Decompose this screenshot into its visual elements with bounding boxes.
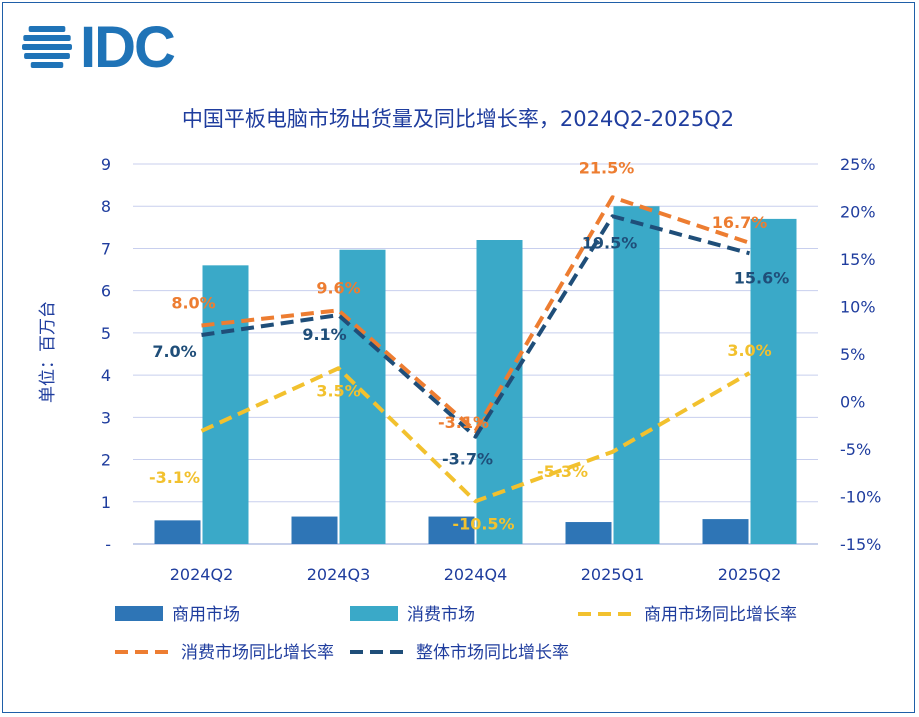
left-tick-label: 4 (101, 366, 111, 385)
data-label: 7.0% (152, 342, 196, 361)
bar-commercial (702, 519, 749, 544)
data-labels: -3.1% 3.5% -10.5% -5.3% 3.0% 8.0% 9.6% -3.1% 21.… (149, 158, 789, 533)
logo-globe-stripe (24, 53, 70, 59)
left-tick-label: 5 (101, 324, 111, 343)
left-tick-label: 9 (101, 155, 111, 174)
logo-globe-stripe (28, 26, 66, 32)
data-label: 19.5% (582, 233, 638, 252)
idc-logo-globe (22, 26, 72, 68)
data-label: -3.7% (442, 450, 493, 469)
bar-consumer (339, 249, 386, 544)
growth-lines (200, 195, 751, 504)
left-tick-label: 3 (101, 408, 111, 427)
right-tick-label: -5% (840, 440, 871, 459)
data-label: 3.0% (727, 341, 771, 360)
left-tick-label: 8 (101, 197, 111, 216)
data-label: -10.5% (452, 514, 514, 533)
x-tick-label: 2024Q4 (444, 565, 508, 584)
x-tick-label: 2025Q2 (718, 565, 782, 584)
right-tick-label: 20% (840, 203, 876, 222)
bar-commercial (428, 516, 475, 544)
x-axis-ticks: 2024Q2 2024Q3 2024Q4 2025Q1 2025Q2 (170, 565, 782, 584)
line-series (200, 366, 751, 504)
left-tick-label: 1 (101, 493, 111, 512)
chart-title: 中国平板电脑市场出货量及同比增长率，2024Q2-2025Q2 (182, 107, 734, 131)
bar-commercial (565, 522, 612, 544)
bar-commercial (154, 520, 201, 544)
bar-consumer (750, 218, 797, 544)
x-tick-label: 2025Q1 (581, 565, 645, 584)
right-tick-label: 25% (840, 155, 876, 174)
legend-label: 消费市场 (407, 605, 475, 625)
logo-globe-stripe (22, 44, 72, 50)
logo-globe-stripe (30, 62, 64, 68)
data-label: -3.1% (149, 468, 200, 487)
left-tick-label: 6 (101, 282, 111, 301)
data-label: 9.1% (302, 325, 346, 344)
legend-label: 消费市场同比增长率 (181, 643, 334, 663)
data-label: -5.3% (537, 462, 588, 481)
legend-swatch (115, 606, 163, 621)
data-label: 8.0% (171, 294, 215, 313)
left-tick-label: 2 (101, 451, 111, 470)
data-label: 3.5% (316, 381, 360, 400)
x-tick-label: 2024Q3 (307, 565, 371, 584)
y-axis-label: 单位：百万台 (38, 301, 58, 403)
legend-label: 商用市场 (172, 605, 240, 625)
bars (154, 206, 797, 544)
bar-commercial (291, 516, 338, 544)
logo-globe-stripe (23, 35, 71, 41)
left-axis-ticks: - 1 2 3 4 5 6 7 8 9 (101, 155, 111, 554)
x-tick-label: 2024Q2 (170, 565, 234, 584)
right-tick-label: -10% (840, 488, 881, 507)
data-label: 21.5% (579, 158, 635, 177)
idc-logo-text: IDC (80, 15, 175, 80)
line-series (201, 214, 751, 439)
line-series (201, 195, 751, 433)
data-label: 15.6% (734, 268, 790, 287)
data-label: -3.1% (438, 413, 489, 432)
bar-consumer (613, 206, 660, 544)
data-label: 9.6% (316, 278, 360, 297)
right-tick-label: 10% (840, 298, 876, 317)
right-tick-label: 15% (840, 250, 876, 269)
right-axis-ticks: -15% -10% -5% 0% 5% 10% 15% 20% 25% (840, 155, 881, 554)
data-label: 16.7% (712, 213, 768, 232)
bar-consumer (202, 265, 249, 544)
legend-label: 商用市场同比增长率 (644, 605, 797, 625)
left-tick-label: 7 (101, 239, 111, 258)
left-tick-label: - (105, 535, 111, 554)
legend-swatch (350, 606, 398, 621)
right-tick-label: 0% (840, 393, 865, 412)
right-tick-label: 5% (840, 345, 865, 364)
right-tick-label: -15% (840, 535, 881, 554)
legend-label: 整体市场同比增长率 (416, 643, 569, 663)
